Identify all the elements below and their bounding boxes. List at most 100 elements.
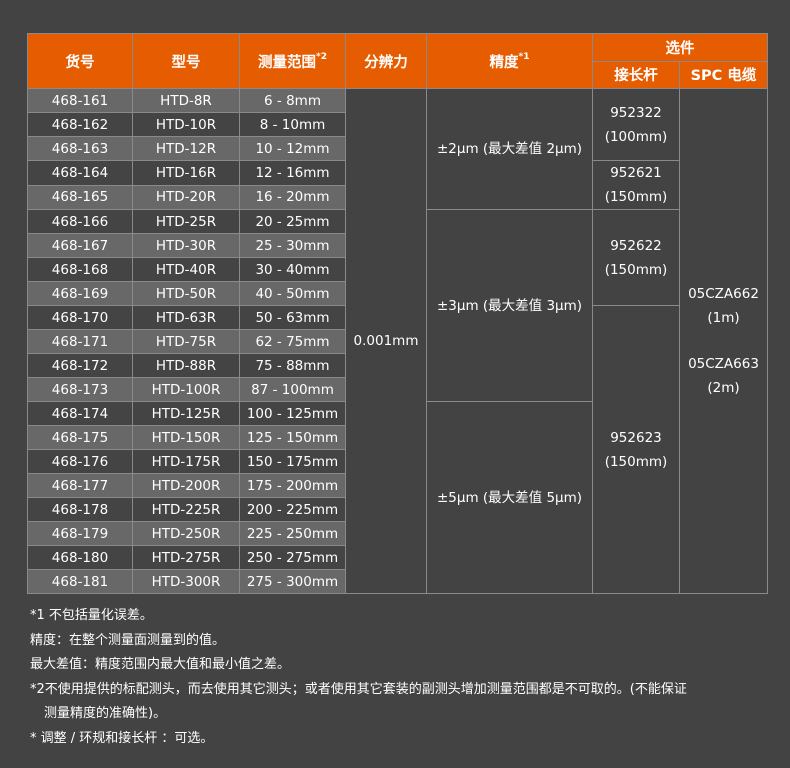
accuracy-cell: ±2µm (最大差值 2µm) [426,88,593,210]
note: *2不使用提供的标配测头，而去使用其它测头；或者使用其它套装的副测头增加测量范围… [30,681,687,697]
extension-rod-cell: 952621 (150mm) [592,160,680,210]
range-cell: 62 - 75mm [239,329,346,354]
extension-rod-code: 952623 [610,429,662,446]
table-row: 468-181 HTD-300R 275 - 300mm [27,569,768,594]
extension-rod-code: 952622 [610,237,662,254]
model-cell: HTD-30R [132,233,240,258]
table-row: 468-170 HTD-63R 50 - 63mm 952623 (150mm) [27,305,768,594]
range-cell: 10 - 12mm [239,136,346,161]
extension-rod-length: (100mm) [604,128,668,145]
header-range-label: 测量范围 [258,54,317,71]
table-row: 468-178 HTD-225R 200 - 225mm [27,497,768,522]
table-row: 468-173 HTD-100R 87 - 100mm [27,377,768,402]
note: *1 不包括量化误差。 [30,608,153,623]
model-cell: HTD-250R [132,521,240,546]
extension-rod-cell: 952623 (150mm) [592,305,680,594]
header-accuracy: 精度*1 [426,33,593,89]
item-no-cell: 468-171 [27,329,133,354]
spc-cable-length: (1m) [707,310,740,326]
note-marker: *1 [518,51,530,62]
model-cell: HTD-50R [132,281,240,306]
table-row: 468-180 HTD-275R 250 - 275mm [27,545,768,570]
extension-rod-cell: 952622 (150mm) [592,209,680,306]
header-model: 型号 [132,33,240,89]
range-cell: 87 - 100mm [239,377,346,402]
model-cell: HTD-175R [132,449,240,474]
accuracy-cell: ±5µm (最大差值 5µm) [426,401,593,594]
model-cell: HTD-100R [132,377,240,402]
table-row: 468-174 HTD-125R 100 - 125mm ±5µm (最大差值 5µm… [27,401,768,594]
table-row: 468-167 HTD-30R 25 - 30mm [27,233,768,258]
model-cell: HTD-75R [132,329,240,354]
item-no-cell: 468-180 [27,545,133,570]
model-cell: HTD-20R [132,184,240,210]
model-cell: HTD-88R [132,353,240,378]
item-no-cell: 468-165 [27,184,133,210]
range-cell: 225 - 250mm [239,521,346,546]
spc-cable-code: 05CZA662 [688,286,759,302]
range-cell: 30 - 40mm [239,257,346,282]
extension-rod-length: (150mm) [604,453,668,470]
table-row: 468-168 HTD-40R 30 - 40mm [27,257,768,282]
model-cell: HTD-150R [132,425,240,450]
item-no-cell: 468-174 [27,401,133,426]
model-cell: HTD-25R [132,209,240,234]
item-no-cell: 468-179 [27,521,133,546]
spc-cable-length: (2m) [707,380,740,396]
note-marker: *2 [316,51,327,62]
resolution-cell: 0.001mm [345,88,427,594]
range-cell: 20 - 25mm [239,209,346,234]
table-row: 468-172 HTD-88R 75 - 88mm [27,353,768,378]
item-no-cell: 468-162 [27,112,133,137]
range-cell: 175 - 200mm [239,473,346,498]
extension-rod-code: 952322 [610,104,662,121]
spc-cable-code: 05CZA663 [688,356,759,372]
note: * 调整 / 环规和接长杆 ：可选。 [30,730,214,746]
footnotes: *1 不包括量化误差。 精度：在整个测量面测量到的值。 最大差值：精度范围内最大… [30,604,687,751]
item-no-cell: 468-170 [27,305,133,330]
model-cell: HTD-300R [132,569,240,594]
model-cell: HTD-125R [132,401,240,426]
item-no-cell: 468-161 [27,88,133,113]
model-cell: HTD-200R [132,473,240,498]
header-spc-cable: SPC 电缆 [679,60,768,89]
item-no-cell: 468-172 [27,353,133,378]
model-cell: HTD-8R [132,88,240,113]
extension-rod-code: 952621 [610,165,662,181]
range-cell: 6 - 8mm [239,88,346,113]
spc-cable-cell: 05CZA662 (1m) 05CZA663 (2m) [679,88,768,594]
table-row: 468-177 HTD-200R 175 - 200mm [27,473,768,498]
header-item-no: 货号 [27,33,133,89]
model-cell: HTD-16R [132,160,240,186]
item-no-cell: 468-166 [27,209,133,234]
table-row: 468-163 HTD-12R 10 - 12mm [27,136,768,161]
item-no-cell: 468-181 [27,569,133,594]
header-extension-rod: 接长杆 [592,60,680,89]
model-cell: HTD-10R [132,112,240,137]
item-no-cell: 468-167 [27,233,133,258]
range-cell: 8 - 10mm [239,112,346,137]
range-cell: 150 - 175mm [239,449,346,474]
note: 精度：在整个测量面测量到的值。 [30,632,226,648]
extension-rod-length: (150mm) [604,261,668,278]
item-no-cell: 468-178 [27,497,133,522]
model-cell: HTD-40R [132,257,240,282]
range-cell: 25 - 30mm [239,233,346,258]
item-no-cell: 468-163 [27,136,133,161]
table-row: 468-176 HTD-175R 150 - 175mm [27,449,768,474]
table-row: 468-161 HTD-8R 6 - 8mm 0.001mm ±2µm (最大差值 2µ… [27,88,768,594]
table-row: 468-166 HTD-25R 20 - 25mm ±3µm (最大差值 3µm) 95… [27,209,768,402]
range-cell: 12 - 16mm [239,160,346,186]
range-cell: 250 - 275mm [239,545,346,570]
header-range: 测量范围*2 [239,33,346,89]
item-no-cell: 468-175 [27,425,133,450]
table-row: 468-162 HTD-10R 8 - 10mm [27,112,768,137]
extension-rod-length: (150mm) [604,189,668,205]
item-no-cell: 468-164 [27,160,133,186]
table-row: 468-171 HTD-75R 62 - 75mm [27,329,768,354]
range-cell: 16 - 20mm [239,184,346,210]
extension-rod-cell: 952322 (100mm) [592,88,680,161]
item-no-cell: 468-173 [27,377,133,402]
model-cell: HTD-63R [132,305,240,330]
range-cell: 200 - 225mm [239,497,346,522]
